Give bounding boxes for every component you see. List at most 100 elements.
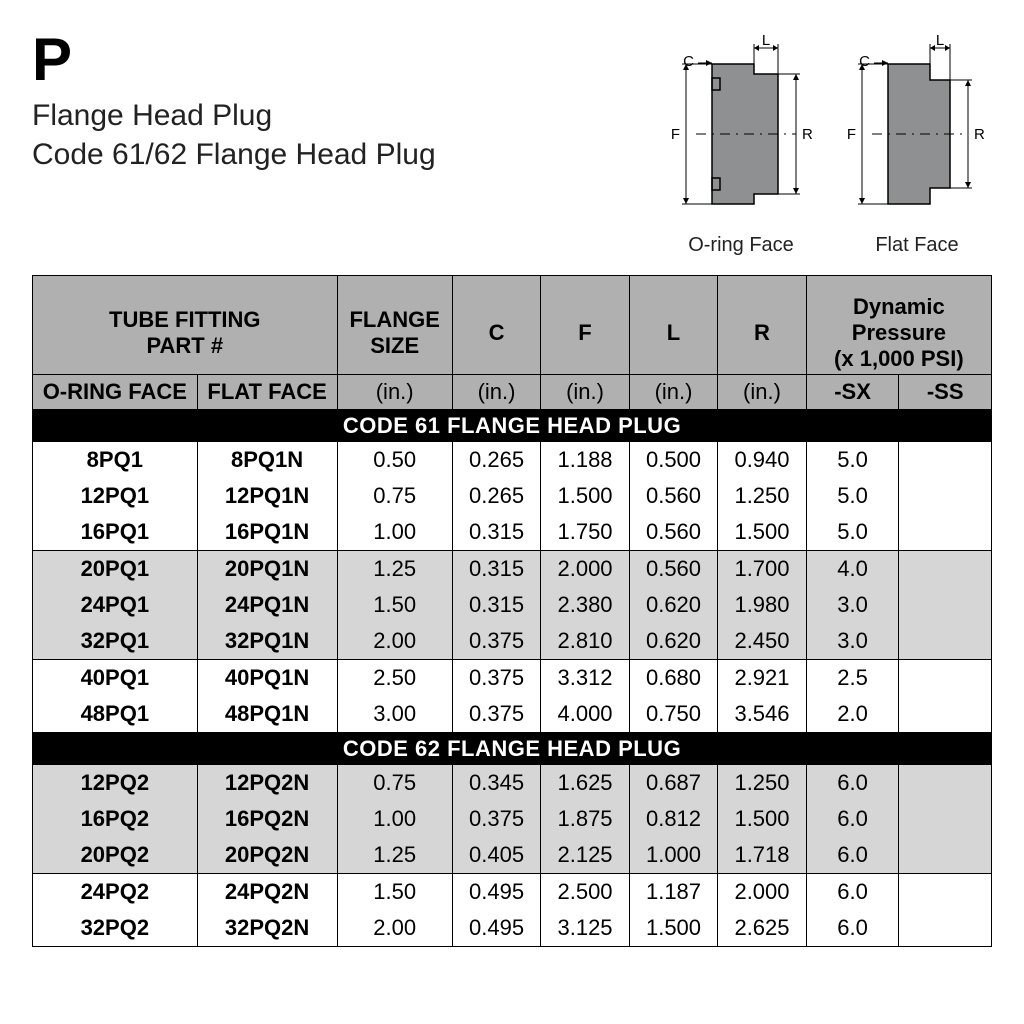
cell-flat: 24PQ2N bbox=[197, 874, 337, 911]
table-row: 12PQ2 12PQ2N 0.75 0.345 1.625 0.687 1.25… bbox=[33, 765, 992, 801]
hdr-oring-face: O-RING FACE bbox=[33, 375, 198, 410]
cell-R: 2.450 bbox=[718, 623, 806, 660]
hdr-ss: -SS bbox=[899, 375, 992, 410]
cell-L: 0.620 bbox=[629, 587, 717, 623]
header-block: P Flange Head Plug Code 61/62 Flange Hea… bbox=[32, 30, 992, 257]
cell-SS bbox=[899, 551, 992, 588]
svg-text:R: R bbox=[802, 126, 813, 143]
cell-SS bbox=[899, 442, 992, 478]
cell-flat: 16PQ2N bbox=[197, 801, 337, 837]
hdr-R-unit: (in.) bbox=[718, 375, 806, 410]
cell-SX: 2.5 bbox=[806, 660, 899, 697]
cell-oring: 16PQ1 bbox=[33, 514, 198, 551]
cell-flat: 24PQ1N bbox=[197, 587, 337, 623]
cell-L: 0.680 bbox=[629, 660, 717, 697]
cell-size: 1.00 bbox=[337, 514, 452, 551]
oring-diagram: L C F R O-ring Face bbox=[666, 34, 816, 257]
cell-F: 1.188 bbox=[541, 442, 629, 478]
cell-SX: 5.0 bbox=[806, 442, 899, 478]
hdr-tube-fitting: TUBE FITTINGPART # bbox=[33, 276, 338, 375]
table-row: 32PQ2 32PQ2N 2.00 0.495 3.125 1.500 2.62… bbox=[33, 910, 992, 947]
svg-text:R: R bbox=[974, 126, 985, 143]
cell-SX: 6.0 bbox=[806, 765, 899, 801]
cell-oring: 40PQ1 bbox=[33, 660, 198, 697]
cell-F: 1.750 bbox=[541, 514, 629, 551]
hdr-L: L bbox=[629, 276, 717, 375]
cell-R: 1.250 bbox=[718, 478, 806, 514]
svg-text:L: L bbox=[762, 34, 770, 49]
cell-size: 1.00 bbox=[337, 801, 452, 837]
cell-SS bbox=[899, 837, 992, 874]
cell-SX: 3.0 bbox=[806, 623, 899, 660]
cell-oring: 20PQ1 bbox=[33, 551, 198, 588]
cell-size: 2.50 bbox=[337, 660, 452, 697]
cell-size: 2.00 bbox=[337, 910, 452, 947]
cell-C: 0.495 bbox=[452, 874, 540, 911]
cell-R: 1.718 bbox=[718, 837, 806, 874]
diagrams: L C F R O-ring Face L C bbox=[666, 34, 992, 257]
cell-size: 0.75 bbox=[337, 478, 452, 514]
cell-R: 1.500 bbox=[718, 801, 806, 837]
cell-F: 2.500 bbox=[541, 874, 629, 911]
diagram-label: Flat Face bbox=[842, 234, 992, 257]
cell-L: 1.000 bbox=[629, 837, 717, 874]
cell-oring: 32PQ1 bbox=[33, 623, 198, 660]
cell-F: 4.000 bbox=[541, 696, 629, 733]
cell-C: 0.315 bbox=[452, 587, 540, 623]
cell-R: 2.000 bbox=[718, 874, 806, 911]
cell-oring: 8PQ1 bbox=[33, 442, 198, 478]
cell-SS bbox=[899, 696, 992, 733]
table-row: 24PQ2 24PQ2N 1.50 0.495 2.500 1.187 2.00… bbox=[33, 874, 992, 911]
cell-L: 1.500 bbox=[629, 910, 717, 947]
title-line-2: Code 61/62 Flange Head Plug bbox=[32, 135, 666, 174]
cell-SX: 6.0 bbox=[806, 874, 899, 911]
title-block: P Flange Head Plug Code 61/62 Flange Hea… bbox=[32, 30, 666, 174]
cell-F: 2.810 bbox=[541, 623, 629, 660]
cell-oring: 12PQ2 bbox=[33, 765, 198, 801]
cell-flat: 32PQ2N bbox=[197, 910, 337, 947]
cell-F: 2.125 bbox=[541, 837, 629, 874]
cell-F: 3.312 bbox=[541, 660, 629, 697]
cell-flat: 32PQ1N bbox=[197, 623, 337, 660]
table-row: 40PQ1 40PQ1N 2.50 0.375 3.312 0.680 2.92… bbox=[33, 660, 992, 697]
hdr-F-unit: (in.) bbox=[541, 375, 629, 410]
cell-L: 0.560 bbox=[629, 551, 717, 588]
cell-C: 0.375 bbox=[452, 660, 540, 697]
cell-SX: 6.0 bbox=[806, 910, 899, 947]
cell-SX: 2.0 bbox=[806, 696, 899, 733]
cell-F: 2.380 bbox=[541, 587, 629, 623]
hdr-dyn: DynamicPressure(x 1,000 PSI) bbox=[806, 276, 991, 375]
table-row: 48PQ1 48PQ1N 3.00 0.375 4.000 0.750 3.54… bbox=[33, 696, 992, 733]
cell-L: 0.620 bbox=[629, 623, 717, 660]
cell-R: 2.625 bbox=[718, 910, 806, 947]
cell-SS bbox=[899, 910, 992, 947]
cell-F: 1.625 bbox=[541, 765, 629, 801]
hdr-R: R bbox=[718, 276, 806, 375]
cell-L: 0.687 bbox=[629, 765, 717, 801]
cell-size: 0.50 bbox=[337, 442, 452, 478]
hdr-flange-unit: (in.) bbox=[337, 375, 452, 410]
cell-flat: 48PQ1N bbox=[197, 696, 337, 733]
cell-L: 0.560 bbox=[629, 514, 717, 551]
spec-table: TUBE FITTINGPART # FLANGESIZE C F L R Dy… bbox=[32, 275, 992, 947]
section-title: CODE 62 FLANGE HEAD PLUG bbox=[33, 733, 992, 766]
table-row: 20PQ2 20PQ2N 1.25 0.405 2.125 1.000 1.71… bbox=[33, 837, 992, 874]
hdr-L-unit: (in.) bbox=[629, 375, 717, 410]
cell-F: 1.875 bbox=[541, 801, 629, 837]
cell-size: 1.25 bbox=[337, 551, 452, 588]
cell-C: 0.375 bbox=[452, 801, 540, 837]
cell-SX: 4.0 bbox=[806, 551, 899, 588]
cell-flat: 12PQ2N bbox=[197, 765, 337, 801]
cell-flat: 12PQ1N bbox=[197, 478, 337, 514]
title-line-1: Flange Head Plug bbox=[32, 96, 666, 135]
cell-SS bbox=[899, 801, 992, 837]
table-header: TUBE FITTINGPART # FLANGESIZE C F L R Dy… bbox=[33, 276, 992, 410]
cell-R: 2.921 bbox=[718, 660, 806, 697]
cell-size: 1.50 bbox=[337, 587, 452, 623]
cell-SX: 6.0 bbox=[806, 837, 899, 874]
cell-R: 3.546 bbox=[718, 696, 806, 733]
cell-SX: 5.0 bbox=[806, 514, 899, 551]
cell-SX: 6.0 bbox=[806, 801, 899, 837]
cell-L: 0.750 bbox=[629, 696, 717, 733]
hdr-flange-size: FLANGESIZE bbox=[337, 276, 452, 375]
